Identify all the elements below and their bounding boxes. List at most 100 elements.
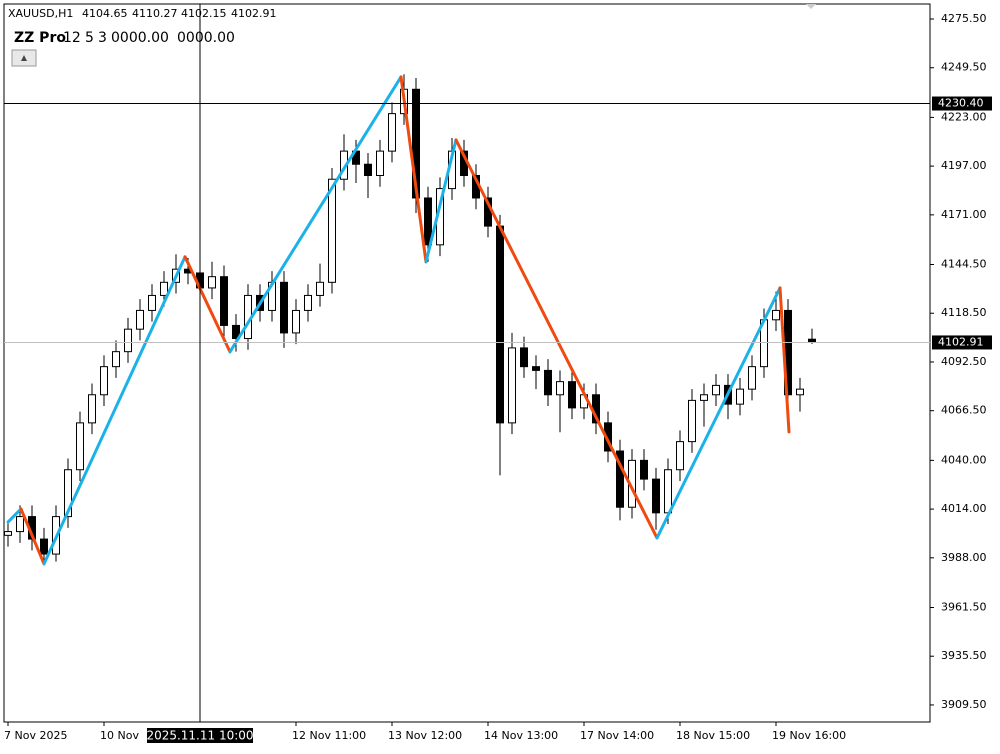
x-tick-label: 14 Nov 13:00 bbox=[484, 729, 558, 742]
zigzag-segment bbox=[6, 507, 23, 524]
y-tick-label: 4092.50 bbox=[941, 355, 987, 368]
candle-body bbox=[652, 478, 660, 514]
candle-body bbox=[76, 422, 84, 471]
x-tick-label: 13 Nov 12:00 bbox=[388, 729, 462, 742]
candle-body bbox=[232, 324, 240, 340]
zigzag-segment bbox=[42, 255, 187, 566]
y-tick-label: 3988.00 bbox=[941, 551, 987, 564]
zigzag-layer bbox=[6, 75, 791, 566]
candle-body bbox=[136, 309, 144, 330]
x-tick-label: 7 Nov 2025 bbox=[4, 729, 67, 742]
header-close: 4102.91 bbox=[231, 7, 277, 20]
zigzag-segment bbox=[424, 138, 458, 264]
plot-frame bbox=[3, 3, 931, 723]
y-tick-label: 4014.00 bbox=[941, 502, 987, 515]
y-tick-label: 3935.50 bbox=[941, 649, 987, 662]
collapse-button[interactable] bbox=[11, 49, 37, 67]
candle-body bbox=[676, 441, 684, 471]
candle-body bbox=[328, 178, 336, 283]
y-tick-label: 4223.00 bbox=[941, 110, 987, 123]
y-tick-label: 4171.00 bbox=[941, 208, 987, 221]
y-tick-label: 4275.50 bbox=[941, 12, 987, 25]
price-label: 4102.91 bbox=[938, 335, 984, 348]
indicator-param: 5 bbox=[85, 30, 94, 46]
candle-body bbox=[160, 281, 168, 296]
candle-body bbox=[40, 538, 48, 555]
candle-body bbox=[64, 469, 72, 518]
x-tick-label: 19 Nov 16:00 bbox=[772, 729, 846, 742]
candle-body bbox=[208, 276, 216, 289]
header-high: 4110.27 bbox=[132, 7, 178, 20]
x-tick-label: 18 Nov 15:00 bbox=[676, 729, 750, 742]
y-tick-label: 4197.00 bbox=[941, 159, 987, 172]
candle-body bbox=[640, 459, 648, 480]
zigzag-segment bbox=[778, 286, 791, 434]
candle-body bbox=[772, 309, 780, 321]
y-tick-label: 4118.50 bbox=[941, 306, 987, 319]
zigzag-segment bbox=[454, 138, 659, 540]
candle-body bbox=[388, 113, 396, 152]
candle-body bbox=[88, 394, 96, 424]
candle-body bbox=[148, 294, 156, 311]
candle-body bbox=[304, 294, 312, 311]
x-tick-label: 10 Nov bbox=[100, 729, 139, 742]
candle-body bbox=[616, 450, 624, 508]
crosshair-time-box bbox=[147, 728, 253, 743]
y-tick-label: 4066.50 bbox=[941, 404, 987, 417]
header-low: 4102.15 bbox=[181, 7, 227, 20]
y-tick-label: 4040.00 bbox=[941, 453, 987, 466]
y-tick-label: 3961.50 bbox=[941, 600, 987, 613]
button-arrow[interactable] bbox=[21, 55, 27, 61]
y-tick-label: 4249.50 bbox=[941, 61, 987, 74]
candle-body bbox=[556, 381, 564, 396]
zigzag-segment bbox=[228, 75, 403, 354]
overlay-layer: 4102.91 4230.40 2025.11.11 10:00 bbox=[4, 4, 992, 743]
symbol: XAUUSD,H1 bbox=[8, 7, 73, 20]
candle-body bbox=[376, 150, 384, 176]
candle-body bbox=[16, 516, 24, 533]
candle-body bbox=[100, 366, 108, 396]
candle-body bbox=[424, 197, 432, 246]
zigzag-segment bbox=[19, 507, 46, 566]
candle-body bbox=[292, 309, 300, 334]
candle-body bbox=[220, 276, 228, 326]
candle-body bbox=[280, 281, 288, 334]
candle-body bbox=[364, 163, 372, 176]
candle-body bbox=[736, 388, 744, 405]
candle-body bbox=[112, 351, 120, 368]
x-tick-label: 17 Nov 14:00 bbox=[580, 729, 654, 742]
candle-body bbox=[796, 388, 804, 396]
candle-body bbox=[316, 281, 324, 296]
x-tick-label: 12 Nov 11:00 bbox=[292, 729, 366, 742]
crosshair-time-label: 2025.11.11 10:00 bbox=[146, 729, 253, 743]
indicator-name: ZZ Pro bbox=[14, 30, 66, 46]
indicator-down-value: 0000.00 bbox=[177, 30, 235, 46]
candle-body bbox=[496, 225, 504, 424]
candle-body bbox=[748, 366, 756, 390]
crosshair-price-box bbox=[932, 96, 992, 111]
candle-body bbox=[124, 328, 132, 353]
tick-layer: 4275.50 4249.50 4223.00 4197.00 4171.00 4144.… bbox=[4, 12, 987, 742]
candle-body bbox=[508, 347, 516, 424]
header-open: 4104.65 bbox=[82, 7, 128, 20]
indicator-up-value: 0000.00 bbox=[111, 30, 169, 46]
price-label-box bbox=[932, 335, 992, 350]
candle-body bbox=[712, 384, 720, 396]
indicator-param: 3 bbox=[98, 30, 107, 46]
y-tick-label: 3909.50 bbox=[941, 698, 987, 711]
zigzag-segment bbox=[399, 75, 428, 264]
y-tick-label: 4144.50 bbox=[941, 258, 987, 271]
candle-body bbox=[700, 394, 708, 401]
zigzag-segment bbox=[183, 255, 232, 354]
shift-marker bbox=[806, 4, 816, 9]
candle-body bbox=[664, 469, 672, 514]
candle-body bbox=[4, 531, 12, 536]
zigzag-segment bbox=[655, 286, 782, 540]
candle-body bbox=[568, 381, 576, 409]
crosshair-price-label: 4230.40 bbox=[938, 97, 984, 110]
candle-body bbox=[532, 366, 540, 371]
candle-body bbox=[688, 399, 696, 443]
candle-body bbox=[520, 347, 528, 368]
